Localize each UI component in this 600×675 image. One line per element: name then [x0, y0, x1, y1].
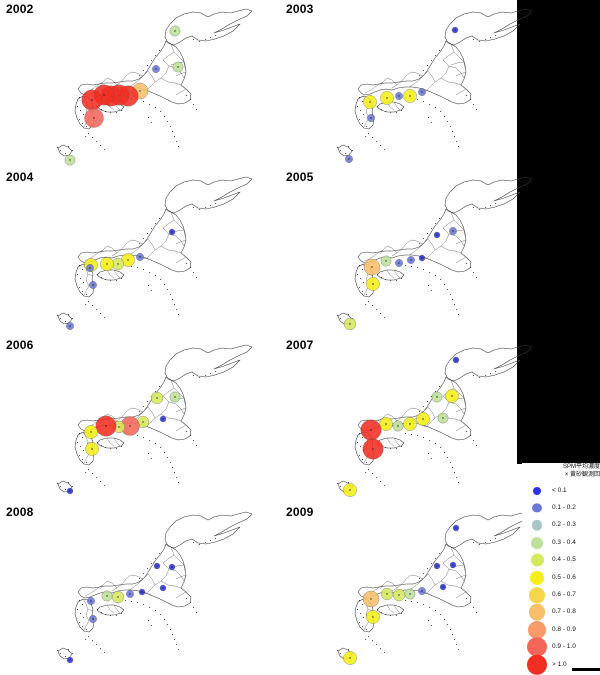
legend-swatch-circle [529, 570, 545, 585]
legend-title-line1: SPM平均濃度 [562, 464, 600, 470]
map-panel-2004: 2004 [0, 168, 280, 336]
legend-title: SPM平均濃度 × 黄砂観測回 [522, 463, 600, 479]
panel-year-label: 2008 [6, 505, 34, 519]
japan-map-2005 [280, 168, 560, 336]
japan-map-2009 [280, 503, 560, 671]
japan-map-2003 [280, 0, 560, 168]
legend-label: 0.1 - 0.2 [552, 504, 576, 512]
legend-label: 0.3 - 0.4 [552, 538, 576, 546]
legend-swatch-circle [529, 587, 545, 603]
map-panel-2003: 2003 [280, 0, 560, 168]
legend-swatch-circle [530, 553, 544, 567]
legend-swatch-circle [531, 520, 543, 531]
panel-year-label: 2003 [286, 2, 314, 16]
legend-swatch-circle [531, 536, 543, 549]
japan-map-2006 [0, 336, 280, 504]
upper-right-mask-band [517, 0, 600, 464]
japan-map-2004 [0, 168, 280, 336]
japan-map-2002 [0, 0, 280, 168]
japan-map-2008 [0, 503, 280, 671]
panel-year-label: 2006 [6, 338, 34, 352]
legend-label: 0.7 - 0.8 [552, 608, 576, 616]
legend-swatch-circle [528, 620, 546, 639]
japan-map-2007 [280, 336, 560, 504]
legend-label: 0.5 - 0.6 [552, 573, 576, 581]
legend-label: 0.4 - 0.5 [552, 556, 576, 564]
legend-swatch-circle [527, 637, 547, 657]
legend-label: 0.2 - 0.3 [552, 521, 576, 529]
panel-year-label: 2007 [286, 338, 314, 352]
legend-title-line2: × 黄砂観測回 [564, 472, 600, 478]
map-panel-2009: 2009 [280, 503, 560, 671]
legend-swatch-circle [533, 486, 541, 495]
legend-label: > 1.0 [552, 660, 567, 668]
map-panel-2008: 2008 [0, 503, 280, 671]
legend-label: 0.9 - 1.0 [552, 643, 576, 651]
map-panel-2006: 2006 [0, 336, 280, 504]
legend-label: 0.8 - 0.9 [552, 625, 576, 633]
panel-year-label: 2005 [286, 170, 314, 184]
legend-label: 0.6 - 0.7 [552, 591, 576, 599]
legend: SPM平均濃度 × 黄砂観測回 < 0.1 0.1 - 0.2 0.2 - 0.3 0… [522, 463, 600, 675]
legend-swatch-circle [528, 604, 546, 621]
panel-year-label: 2004 [6, 170, 34, 184]
map-panel-2005: 2005 [280, 168, 560, 336]
legend-label: < 0.1 [552, 486, 567, 494]
legend-swatch-circle [526, 654, 548, 675]
map-panel-2007: 2007 [280, 336, 560, 504]
legend-swatch-circle [532, 503, 542, 513]
map-panel-2002: 2002 [0, 0, 280, 168]
panel-year-label: 2009 [286, 505, 314, 519]
panel-year-label: 2002 [6, 2, 34, 16]
